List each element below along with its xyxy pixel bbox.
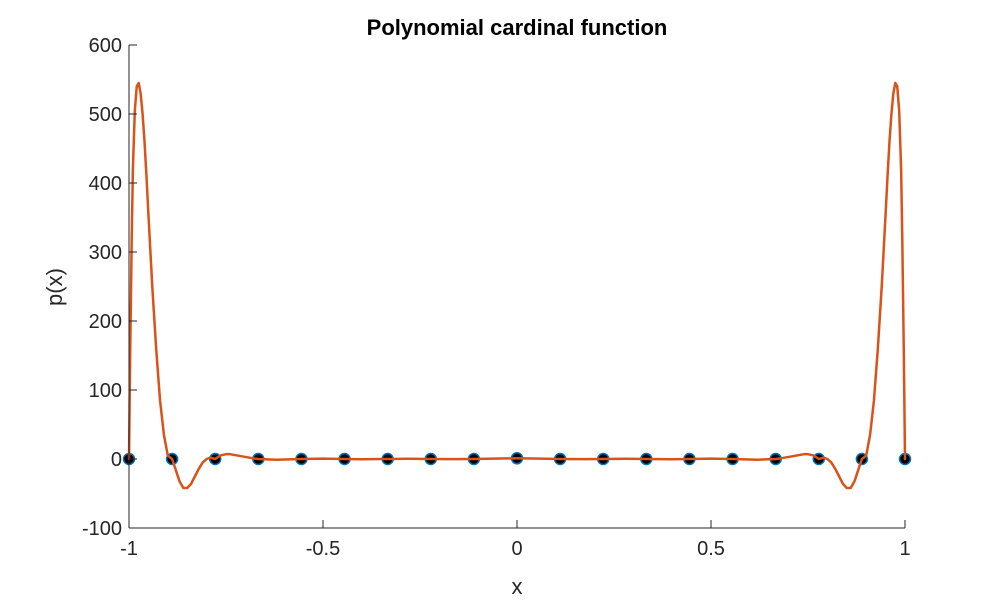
x-tick-label: 0 [511, 538, 522, 560]
y-tick-label: -100 [82, 518, 122, 540]
y-tick-label: 600 [89, 35, 122, 57]
plot-area [129, 45, 905, 528]
y-tick-label: 500 [89, 104, 122, 126]
x-tick-label: 1 [899, 538, 910, 560]
y-axis-title: p(x) [42, 268, 67, 306]
x-tick-label: -0.5 [306, 538, 340, 560]
x-tick-label: 0.5 [697, 538, 725, 560]
y-tick-label: 100 [89, 380, 122, 402]
y-tick-label: 400 [89, 173, 122, 195]
tick-layer: -1 -0.5 0 0.5 1 -100 0 100 200 300 400 500 600 [82, 35, 911, 560]
chart-title: Polynomial cardinal function [367, 15, 668, 40]
x-axis-title: x [512, 574, 523, 599]
series-layer [122, 81, 912, 490]
y-tick-label: 200 [89, 311, 122, 333]
y-tick-label: 0 [111, 449, 122, 471]
y-tick-label: 300 [89, 242, 122, 264]
cardinal-function-line [127, 81, 907, 490]
x-tick-label: -1 [120, 538, 138, 560]
